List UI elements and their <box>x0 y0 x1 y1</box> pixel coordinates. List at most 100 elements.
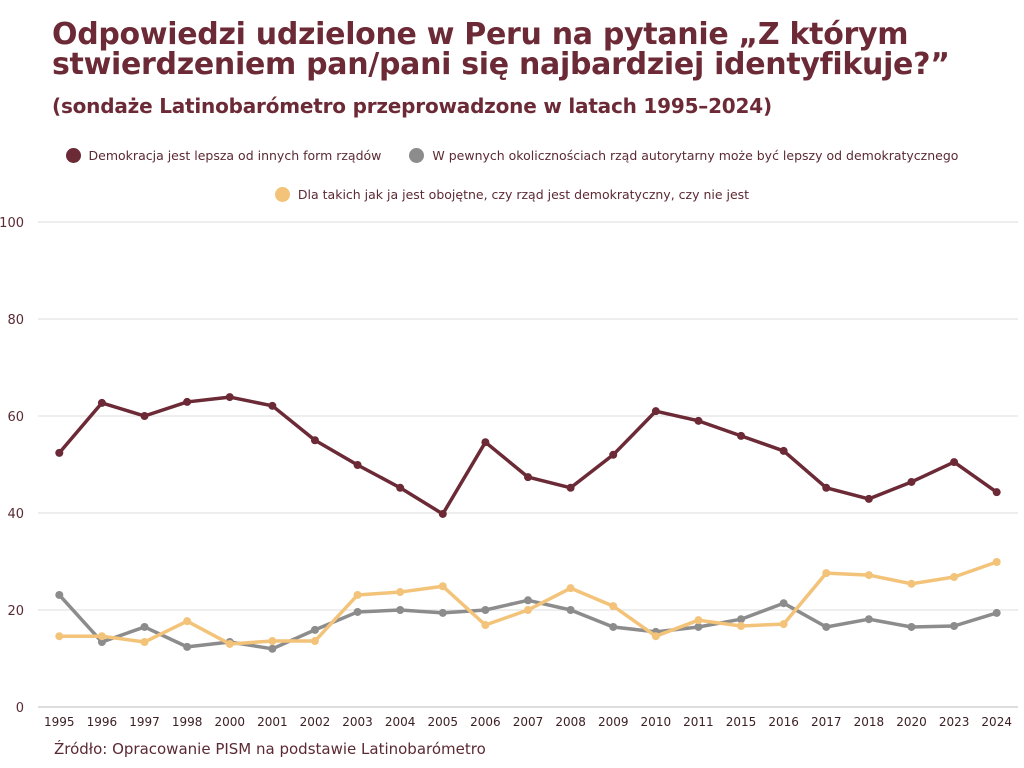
chart-title: Odpowiedzi udzielone w Peru na pytanie „… <box>52 20 1012 80</box>
data-point-indifferent-2024 <box>992 557 1001 566</box>
data-point-indifferent-2016 <box>779 620 788 629</box>
y-tick-label-20: 20 <box>7 604 24 619</box>
legend-row-1: Demokracja jest lepsza od innych form rz… <box>0 148 1024 163</box>
data-point-democracy-2017 <box>822 483 831 492</box>
data-point-indifferent-2003 <box>353 590 362 599</box>
data-point-democracy-2005 <box>438 509 447 518</box>
data-point-democracy-2004 <box>396 483 405 492</box>
data-point-indifferent-2017 <box>822 569 831 578</box>
source-note: Źródło: Opracowanie PISM na podstawie La… <box>54 740 486 758</box>
x-tick-label-2004: 2004 <box>385 715 416 729</box>
data-point-authoritarian-1997 <box>140 622 149 631</box>
data-point-indifferent-2023 <box>950 573 959 582</box>
data-point-democracy-1995 <box>55 448 64 457</box>
data-point-democracy-2018 <box>864 494 873 503</box>
x-tick-label-1998: 1998 <box>172 715 203 729</box>
data-point-democracy-2003 <box>353 460 362 469</box>
legend-marker-democracy-icon <box>65 148 81 163</box>
data-point-indifferent-2002 <box>310 637 319 646</box>
data-point-indifferent-1997 <box>140 638 149 647</box>
data-point-authoritarian-1998 <box>183 642 192 651</box>
data-point-indifferent-2008 <box>566 584 575 593</box>
data-point-democracy-1998 <box>183 397 192 406</box>
series-authoritarian <box>55 590 1001 653</box>
series-democracy <box>55 393 1001 518</box>
data-point-authoritarian-2023 <box>950 622 959 631</box>
data-point-democracy-1997 <box>140 412 149 420</box>
data-point-democracy-2011 <box>694 416 703 425</box>
series-line-democracy <box>57 395 999 516</box>
chart-subtitle: (sondaże Latinobarómetro przeprowadzone … <box>52 94 772 118</box>
x-tick-label-2023: 2023 <box>939 715 970 729</box>
data-point-indifferent-1996 <box>97 632 106 641</box>
legend-label-indifferent: Dla takich jak ja jest obojętne, czy rzą… <box>297 187 750 202</box>
x-tick-label-2011: 2011 <box>683 715 714 729</box>
legend-label-authoritarian: W pewnych okolicznościach rząd autorytar… <box>432 148 959 163</box>
data-point-indifferent-2007 <box>524 606 532 614</box>
data-point-authoritarian-2017 <box>822 622 831 631</box>
data-point-democracy-2002 <box>310 436 319 445</box>
x-tick-label-2015: 2015 <box>726 715 757 729</box>
series-indifferent <box>55 557 1001 648</box>
legend-item-democracy[interactable]: Demokracja jest lepsza od innych form rz… <box>65 148 381 163</box>
data-point-authoritarian-2024 <box>992 608 1001 617</box>
data-point-authoritarian-2006 <box>481 606 490 614</box>
data-point-democracy-2008 <box>566 483 575 492</box>
data-point-authoritarian-2015 <box>737 615 746 624</box>
data-point-indifferent-2006 <box>481 621 490 630</box>
x-tick-label-2001: 2001 <box>257 715 288 729</box>
data-point-democracy-2000 <box>225 393 234 402</box>
data-point-authoritarian-1995 <box>55 590 64 599</box>
x-tick-label-2000: 2000 <box>214 715 245 729</box>
data-point-indifferent-2004 <box>396 588 405 597</box>
data-point-authoritarian-2020 <box>907 622 916 631</box>
data-point-democracy-2024 <box>992 488 1001 497</box>
legend-row-2: Dla takich jak ja jest obojętne, czy rzą… <box>0 187 1024 202</box>
data-point-democracy-2015 <box>737 431 746 440</box>
data-point-authoritarian-2016 <box>779 599 788 608</box>
x-tick-label-2024: 2024 <box>981 715 1012 729</box>
data-point-indifferent-2010 <box>651 632 660 641</box>
chart-title-line1: Odpowiedzi udzielone w Peru na pytanie „… <box>52 17 909 52</box>
x-tick-label-1995: 1995 <box>44 715 75 729</box>
chart-title-line2: stwierdzeniem pan/pani się najbardziej i… <box>52 47 950 82</box>
x-tick-label-2018: 2018 <box>854 715 885 729</box>
x-tick-label-2010: 2010 <box>641 715 672 729</box>
data-point-authoritarian-1996 <box>97 638 106 647</box>
y-tick-label-100: 100 <box>0 216 24 231</box>
data-point-authoritarian-2005 <box>438 608 447 617</box>
data-point-indifferent-2018 <box>864 571 873 580</box>
x-tick-label-2005: 2005 <box>428 715 459 729</box>
data-point-authoritarian-2007 <box>524 596 532 605</box>
series-lines <box>55 393 1001 653</box>
data-point-authoritarian-2003 <box>353 607 362 616</box>
x-tick-label-1996: 1996 <box>87 715 118 729</box>
data-point-democracy-2006 <box>481 438 490 447</box>
x-tick-label-2009: 2009 <box>598 715 629 729</box>
x-tick-label-2008: 2008 <box>555 715 586 729</box>
legend-item-indifferent[interactable]: Dla takich jak ja jest obojętne, czy rzą… <box>274 187 750 202</box>
data-point-authoritarian-2008 <box>566 606 575 614</box>
data-point-indifferent-2005 <box>438 582 447 591</box>
data-point-authoritarian-2011 <box>694 622 703 631</box>
data-point-democracy-2020 <box>907 477 916 486</box>
x-tick-label-2002: 2002 <box>300 715 331 729</box>
data-point-indifferent-1998 <box>183 617 192 626</box>
legend-marker-indifferent-icon <box>274 187 290 202</box>
x-tick-label-2003: 2003 <box>342 715 373 729</box>
data-point-authoritarian-2001 <box>268 644 277 653</box>
data-point-indifferent-2001 <box>268 637 277 646</box>
legend-item-authoritarian[interactable]: W pewnych okolicznościach rząd autorytar… <box>409 148 958 163</box>
data-point-indifferent-2015 <box>737 622 746 631</box>
data-point-indifferent-2020 <box>907 579 916 588</box>
data-point-democracy-2007 <box>524 473 532 482</box>
data-point-democracy-2023 <box>950 458 959 467</box>
data-point-indifferent-1995 <box>55 632 64 641</box>
x-tick-label-1997: 1997 <box>129 715 160 729</box>
x-tick-label-2006: 2006 <box>470 715 501 729</box>
y-tick-label-80: 80 <box>7 313 24 328</box>
y-tick-label-0: 0 <box>16 701 24 716</box>
data-point-authoritarian-2004 <box>396 606 405 614</box>
x-axis-ticks: 1995 1996 1997 1998 2000 2001 2002 2003 2004 2005… <box>44 715 1012 729</box>
data-point-indifferent-2000 <box>225 639 234 648</box>
